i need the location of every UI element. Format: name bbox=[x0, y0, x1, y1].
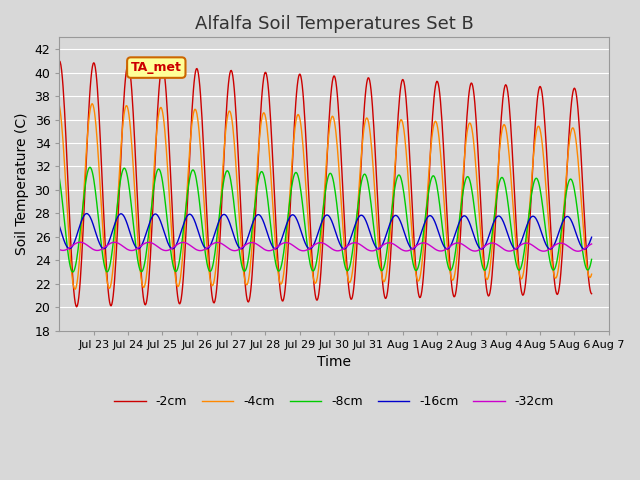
-16cm bbox=[451, 232, 459, 238]
-8cm bbox=[86, 165, 94, 170]
-16cm bbox=[303, 244, 311, 250]
-32cm bbox=[574, 248, 582, 254]
-32cm bbox=[131, 247, 138, 253]
-16cm bbox=[284, 220, 291, 226]
X-axis label: Time: Time bbox=[317, 355, 351, 370]
-4cm bbox=[284, 221, 292, 227]
-16cm bbox=[58, 230, 65, 236]
Line: -4cm: -4cm bbox=[60, 104, 591, 289]
-4cm bbox=[88, 101, 96, 107]
-8cm bbox=[69, 269, 77, 275]
-16cm bbox=[588, 234, 595, 240]
-16cm bbox=[83, 211, 90, 216]
-2cm bbox=[56, 58, 63, 64]
-32cm bbox=[438, 248, 445, 254]
-4cm bbox=[56, 103, 63, 109]
-32cm bbox=[58, 247, 65, 253]
-2cm bbox=[438, 118, 445, 123]
-2cm bbox=[588, 291, 595, 297]
-16cm bbox=[131, 242, 138, 248]
-8cm bbox=[439, 227, 447, 233]
-32cm bbox=[76, 240, 84, 245]
-16cm bbox=[438, 239, 445, 245]
-8cm bbox=[588, 256, 595, 262]
-4cm bbox=[132, 199, 140, 205]
Line: -16cm: -16cm bbox=[60, 214, 591, 249]
-4cm bbox=[439, 178, 447, 183]
-4cm bbox=[304, 216, 312, 221]
-4cm bbox=[58, 121, 65, 127]
-2cm bbox=[58, 68, 65, 73]
Title: Alfalfa Soil Temperatures Set B: Alfalfa Soil Temperatures Set B bbox=[195, 15, 474, 33]
-2cm bbox=[73, 304, 81, 310]
-32cm bbox=[284, 240, 291, 246]
-4cm bbox=[588, 271, 595, 277]
Line: -2cm: -2cm bbox=[60, 61, 591, 307]
-2cm bbox=[303, 162, 311, 168]
-8cm bbox=[132, 240, 140, 246]
Line: -8cm: -8cm bbox=[60, 168, 591, 272]
-4cm bbox=[72, 287, 79, 292]
-4cm bbox=[452, 266, 460, 272]
-8cm bbox=[304, 248, 312, 254]
-8cm bbox=[58, 192, 65, 198]
-32cm bbox=[56, 247, 63, 252]
Line: -32cm: -32cm bbox=[60, 242, 591, 251]
Y-axis label: Soil Temperature (C): Soil Temperature (C) bbox=[15, 113, 29, 255]
-16cm bbox=[580, 246, 588, 252]
Text: TA_met: TA_met bbox=[131, 61, 182, 74]
-2cm bbox=[131, 138, 138, 144]
-8cm bbox=[284, 214, 292, 219]
-2cm bbox=[451, 293, 459, 299]
-32cm bbox=[588, 241, 595, 247]
-16cm bbox=[56, 224, 63, 229]
-2cm bbox=[284, 260, 291, 266]
-32cm bbox=[451, 240, 459, 246]
-8cm bbox=[452, 249, 460, 254]
Legend: -2cm, -4cm, -8cm, -16cm, -32cm: -2cm, -4cm, -8cm, -16cm, -32cm bbox=[109, 390, 559, 413]
-32cm bbox=[303, 247, 311, 252]
-8cm bbox=[56, 176, 63, 182]
